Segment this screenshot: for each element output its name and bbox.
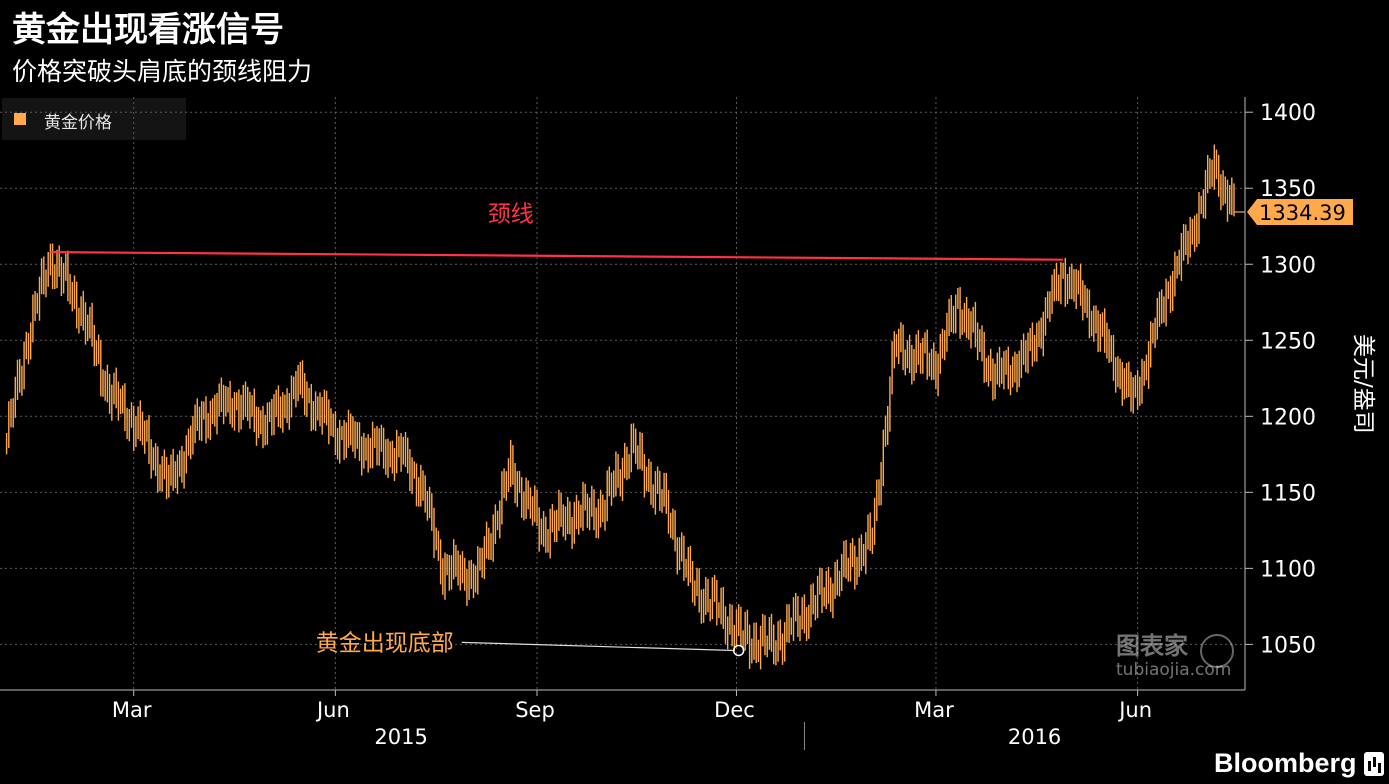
watermark-zh: 图表家 [1116, 632, 1188, 660]
x-year-label: 2016 [1008, 725, 1061, 749]
chart-title: 黄金出现看涨信号 [12, 10, 284, 50]
x-year-label: 2015 [374, 725, 427, 749]
brand-logo: Bloomberg [1214, 748, 1357, 778]
x-tick-label: Jun [1117, 698, 1152, 722]
y-tick-label: 1150 [1260, 481, 1316, 506]
price-series [5, 144, 1245, 670]
y-tick-label: 1400 [1260, 101, 1316, 126]
chart-subtitle: 价格突破头肩底的颈线阻力 [12, 57, 313, 86]
legend: 黄金价格 [2, 98, 186, 140]
watermark: 图表家 tubiaojia.com [1116, 632, 1231, 680]
y-tick-label: 1300 [1260, 253, 1316, 278]
y-axis-label: 美元/盎司 [1350, 334, 1376, 434]
current-value-tag: 1334.39 [1247, 198, 1353, 225]
legend-swatch-gold [14, 113, 26, 125]
y-tick-label: 1250 [1260, 329, 1316, 354]
x-tick-label: Jun [315, 698, 350, 722]
y-tick-label: 1350 [1260, 177, 1316, 202]
axes: 1050 1100 1150 1200 1250 1300 1350 1400 Mar Jun Se… [0, 97, 1376, 750]
legend-label-gold: 黄金价格 [44, 113, 112, 133]
bottom-label: 黄金出现底部 [316, 630, 454, 656]
x-tick-label: Sep [515, 698, 555, 722]
current-value-tag-bg [1247, 198, 1353, 225]
bottom-pointer [461, 641, 735, 652]
watermark-logo-icon [1200, 634, 1234, 668]
neckline-label: 颈线 [488, 202, 534, 228]
y-tick-label: 1050 [1260, 633, 1316, 658]
watermark-en: tubiaojia.com [1116, 660, 1232, 680]
neckline-line [50, 250, 1064, 261]
y-tick-label: 1100 [1260, 557, 1316, 582]
x-tick-label: Mar [112, 698, 152, 722]
x-tick-label: Mar [914, 698, 954, 722]
current-value-label: 1334.39 [1259, 201, 1346, 225]
grid [0, 97, 1245, 690]
bloomberg-terminal-icon [1364, 752, 1384, 776]
y-tick-label: 1200 [1260, 405, 1316, 430]
bottom-marker [732, 644, 745, 657]
x-tick-label: Dec [714, 698, 755, 722]
